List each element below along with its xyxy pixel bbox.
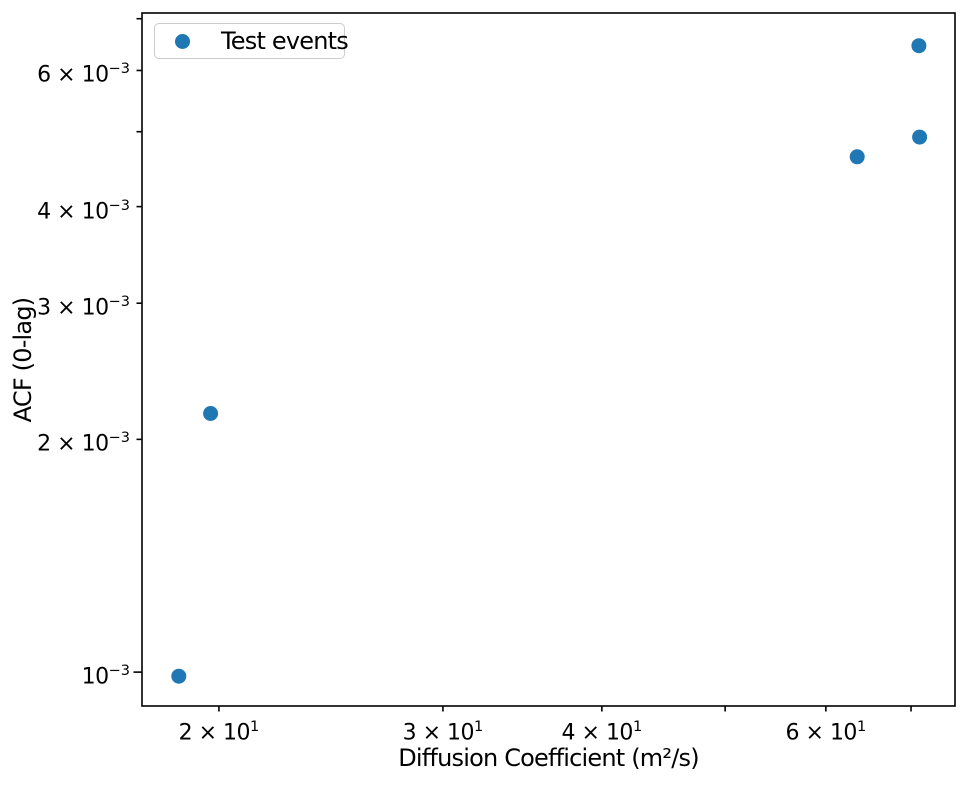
scatter-point bbox=[203, 406, 219, 421]
x-tick-label: 4 × 101 bbox=[561, 719, 643, 746]
y-tick-label: 3 × 10−3 bbox=[37, 294, 130, 321]
y-axis-label: ACF (0-lag) bbox=[9, 297, 37, 422]
legend: Test events bbox=[154, 23, 349, 59]
plot-border bbox=[141, 12, 956, 707]
y-tick-label: 2 × 10−3 bbox=[37, 430, 130, 457]
scatter-point bbox=[849, 149, 865, 165]
x-tick-label: 2 × 101 bbox=[178, 719, 260, 746]
scatter-point bbox=[911, 38, 927, 54]
x-axis-label: Diffusion Coefficient (m²/s) bbox=[398, 744, 699, 772]
legend-label: Test events bbox=[221, 27, 349, 55]
y-tick-label: 4 × 10−3 bbox=[37, 197, 130, 224]
y-tick-label: 6 × 10−3 bbox=[37, 61, 130, 88]
x-tick-label: 3 × 101 bbox=[402, 719, 484, 746]
scatter-marker-icon bbox=[175, 33, 190, 49]
x-tick-label: 6 × 101 bbox=[785, 719, 867, 746]
scatter-point bbox=[912, 129, 928, 145]
y-tick-label: 10−3 bbox=[81, 663, 130, 690]
scatter-point bbox=[171, 668, 187, 684]
